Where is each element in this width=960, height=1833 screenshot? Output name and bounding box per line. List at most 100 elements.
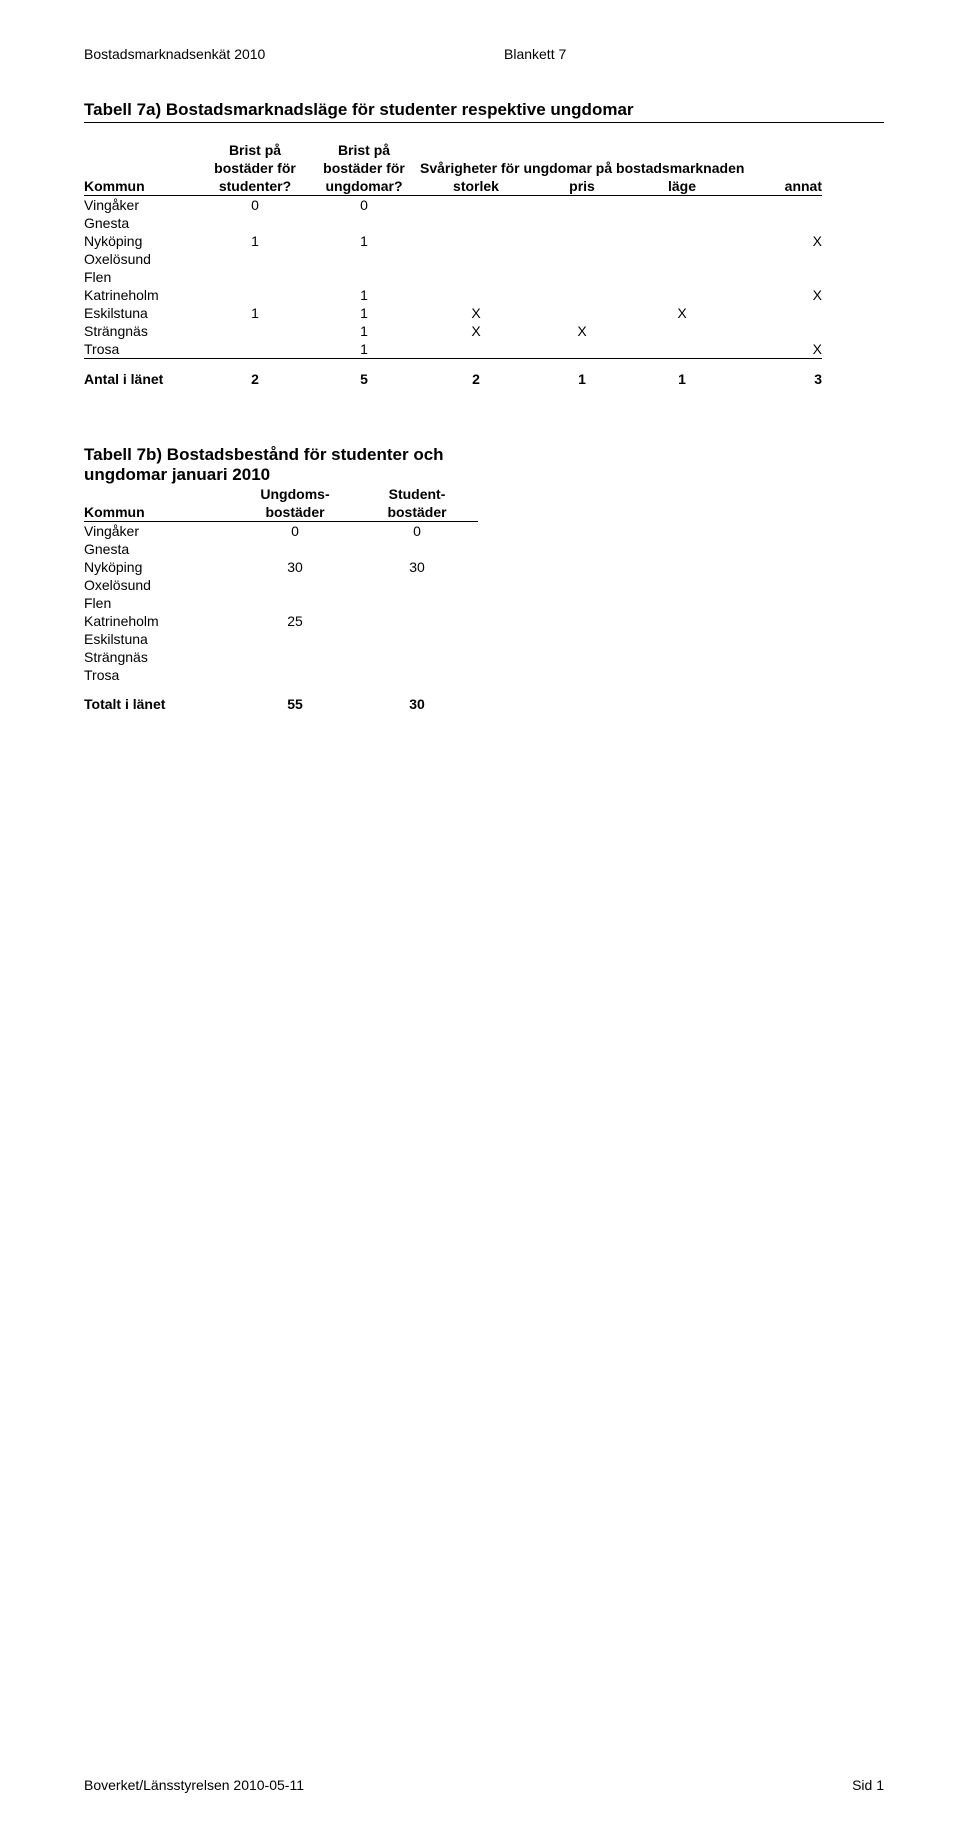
- footer-right: Sid 1: [852, 1777, 884, 1793]
- cell-pr: [532, 250, 632, 268]
- table-row: Strängnäs: [84, 648, 478, 666]
- cell-la: X: [632, 304, 732, 322]
- cell-bu: 1: [308, 304, 420, 322]
- table7b-sum-row: Totalt i länet 55 30: [84, 684, 478, 713]
- table-row: Katrineholm25: [84, 612, 478, 630]
- cell-ung: [234, 540, 356, 558]
- cell-bu: 1: [308, 340, 420, 359]
- cell-bs: [202, 214, 308, 232]
- th-ung-l1: Ungdoms-: [234, 485, 356, 503]
- cell-la: [632, 286, 732, 304]
- cell-bs: [202, 322, 308, 340]
- sum-u: 55: [234, 684, 356, 713]
- sum-st: 2: [420, 359, 532, 388]
- cell-stu: [356, 666, 478, 684]
- table-row: Flen: [84, 268, 822, 286]
- th-stu-l2: bostäder: [356, 503, 478, 522]
- table-row: Flen: [84, 594, 478, 612]
- cell-ung: [234, 630, 356, 648]
- th-bostung-l3: ungdomar?: [308, 177, 420, 196]
- page-footer: Boverket/Länsstyrelsen 2010-05-11 Sid 1: [84, 1777, 884, 1793]
- cell-an: [732, 268, 822, 286]
- header-right: Blankett 7: [504, 46, 566, 62]
- page: Bostadsmarknadsenkät 2010 Blankett 7 Tab…: [0, 0, 960, 1833]
- cell-an: [732, 196, 822, 215]
- cell-bs: [202, 286, 308, 304]
- cell-kommun: Strängnäs: [84, 648, 234, 666]
- th-kommun: Kommun: [84, 177, 202, 196]
- header-left: Bostadsmarknadsenkät 2010: [84, 46, 504, 62]
- cell-kommun: Nyköping: [84, 558, 234, 576]
- cell-an: X: [732, 340, 822, 359]
- th-boststud-l3: studenter?: [202, 177, 308, 196]
- cell-kommun: Flen: [84, 268, 202, 286]
- table-row: Nyköping3030: [84, 558, 478, 576]
- page-header: Bostadsmarknadsenkät 2010 Blankett 7: [84, 46, 884, 62]
- sum-an: 3: [732, 359, 822, 388]
- cell-ung: 25: [234, 612, 356, 630]
- cell-an: X: [732, 286, 822, 304]
- cell-stu: [356, 576, 478, 594]
- cell-la: [632, 214, 732, 232]
- table-row: Eskilstuna: [84, 630, 478, 648]
- sum-pr: 1: [532, 359, 632, 388]
- cell-an: [732, 322, 822, 340]
- table7b-title: Tabell 7b) Bostadsbestånd för studenter …: [84, 444, 478, 485]
- cell-pr: X: [532, 322, 632, 340]
- cell-kommun: Gnesta: [84, 214, 202, 232]
- cell-an: [732, 214, 822, 232]
- table-row: Vingåker00: [84, 196, 822, 215]
- cell-kommun: Katrineholm: [84, 612, 234, 630]
- sum-label-b: Totalt i länet: [84, 684, 234, 713]
- cell-kommun: Nyköping: [84, 232, 202, 250]
- cell-kommun: Trosa: [84, 666, 234, 684]
- th-storlek: storlek: [420, 177, 532, 196]
- table-row: Katrineholm1X: [84, 286, 822, 304]
- cell-an: X: [732, 232, 822, 250]
- cell-stu: [356, 612, 478, 630]
- cell-stu: [356, 648, 478, 666]
- cell-kommun: Vingåker: [84, 522, 234, 541]
- cell-bs: 1: [202, 304, 308, 322]
- cell-ung: [234, 666, 356, 684]
- cell-st: [420, 250, 532, 268]
- cell-bs: 1: [202, 232, 308, 250]
- th-bostung-l2: bostäder för: [308, 159, 420, 177]
- cell-kommun: Oxelösund: [84, 250, 202, 268]
- sum-bu: 5: [308, 359, 420, 388]
- cell-la: [632, 340, 732, 359]
- cell-bu: [308, 214, 420, 232]
- cell-la: [632, 250, 732, 268]
- table-row: Eskilstuna11XX: [84, 304, 822, 322]
- cell-an: [732, 304, 822, 322]
- cell-pr: [532, 214, 632, 232]
- table7a-sum-row: Antal i länet 2 5 2 1 1 3: [84, 359, 822, 388]
- cell-kommun: Vingåker: [84, 196, 202, 215]
- th-stu-l1: Student-: [356, 485, 478, 503]
- table-7b: Tabell 7b) Bostadsbestånd för studenter …: [84, 444, 478, 713]
- cell-la: [632, 322, 732, 340]
- th-pris: pris: [532, 177, 632, 196]
- sum-s: 30: [356, 684, 478, 713]
- cell-kommun: Katrineholm: [84, 286, 202, 304]
- cell-bu: 1: [308, 232, 420, 250]
- th-annat: annat: [732, 177, 822, 196]
- table-row: Gnesta: [84, 214, 822, 232]
- cell-stu: [356, 540, 478, 558]
- cell-st: [420, 214, 532, 232]
- sum-bs: 2: [202, 359, 308, 388]
- th-bostung-l1: Brist på: [308, 141, 420, 159]
- cell-kommun: Eskilstuna: [84, 630, 234, 648]
- cell-st: [420, 268, 532, 286]
- table7a-title: Tabell 7a) Bostadsmarknadsläge för stude…: [84, 100, 884, 123]
- cell-stu: [356, 594, 478, 612]
- cell-bu: [308, 268, 420, 286]
- cell-la: [632, 232, 732, 250]
- th-boststud-l1: Brist på: [202, 141, 308, 159]
- cell-bu: 1: [308, 322, 420, 340]
- cell-kommun: Strängnäs: [84, 322, 202, 340]
- footer-left: Boverket/Länsstyrelsen 2010-05-11: [84, 1777, 304, 1793]
- th-boststud-l2: bostäder för: [202, 159, 308, 177]
- cell-ung: [234, 576, 356, 594]
- table-row: Oxelösund: [84, 250, 822, 268]
